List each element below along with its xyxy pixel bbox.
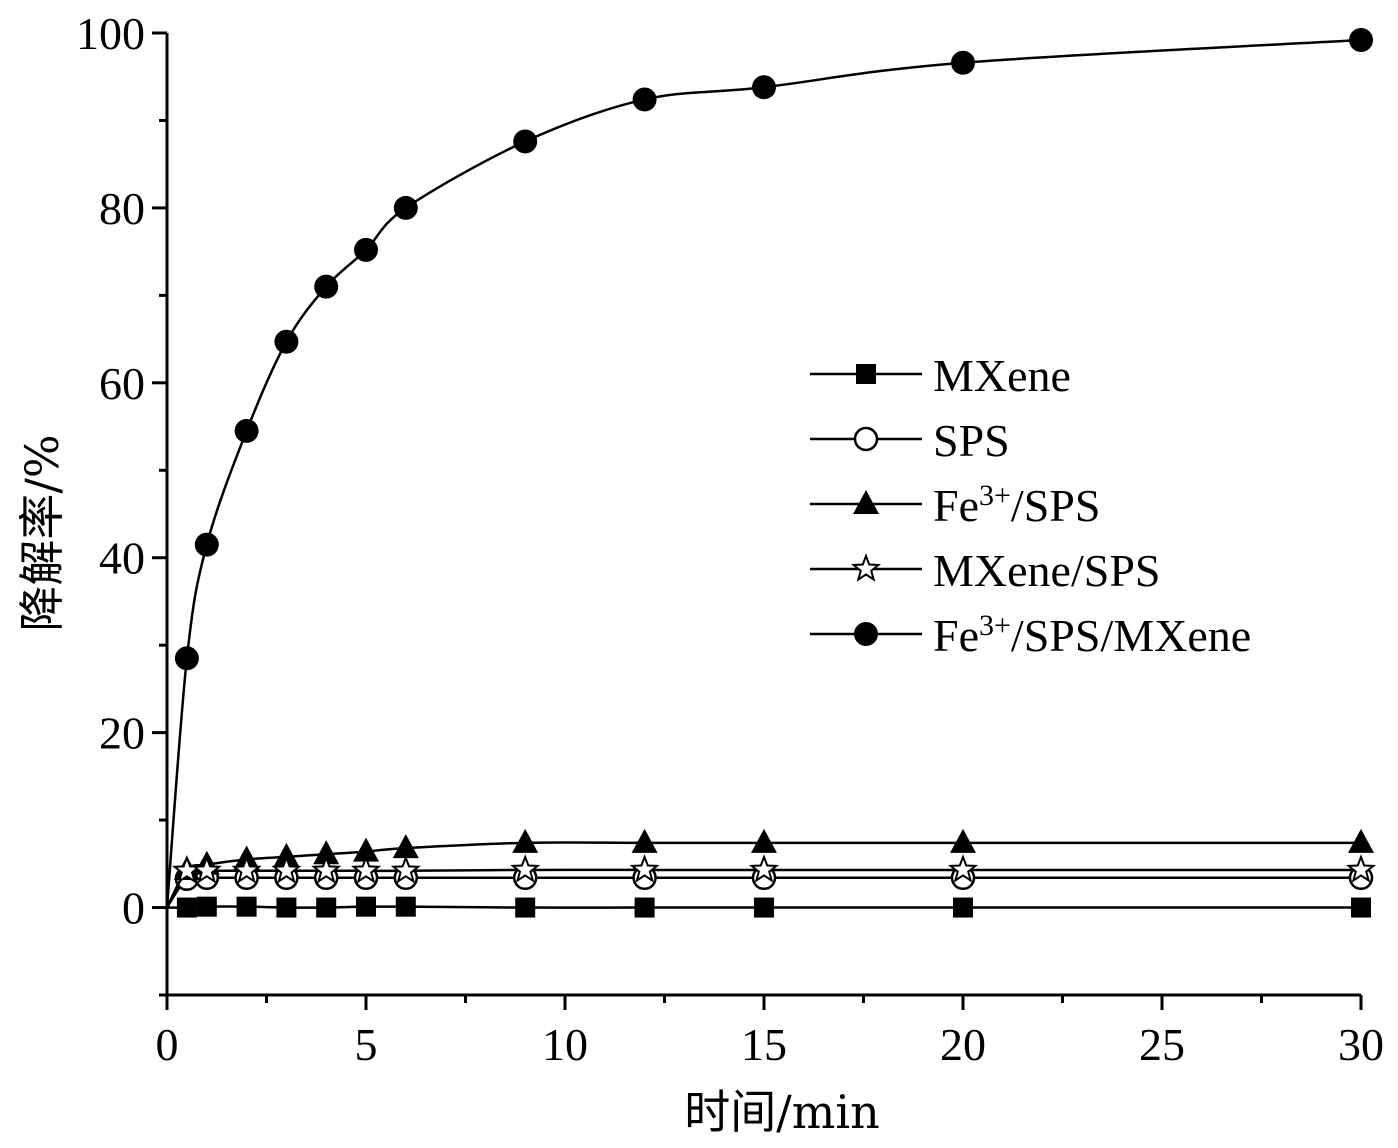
- y-tick-label: 20: [99, 708, 145, 759]
- data-point: [316, 897, 337, 918]
- legend: MXene SPS Fe3+/SPS MXene/SPS Fe3+/SPS/MXene: [810, 350, 1251, 661]
- x-axis-title: 时间/min: [684, 1085, 879, 1139]
- series-line: [165, 866, 1361, 909]
- data-point: [631, 828, 658, 853]
- y-tick-label: 80: [99, 183, 145, 234]
- data-point: [176, 897, 197, 918]
- data-point: [353, 837, 379, 862]
- legend-marker: [853, 426, 879, 452]
- x-tick-label: 10: [542, 1019, 588, 1070]
- y-tick-label: 0: [122, 883, 145, 934]
- data-point: [311, 854, 342, 884]
- legend-entry: Fe3+/SPS: [810, 479, 1100, 531]
- data-point: [951, 50, 975, 75]
- data-point: [234, 418, 259, 443]
- legend-label: Fe3+/SPS: [933, 479, 1100, 531]
- x-tick-label: 25: [1139, 1019, 1185, 1070]
- x-tick-label: 0: [156, 1019, 179, 1070]
- legend-marker: [854, 622, 878, 646]
- data-point: [950, 828, 976, 853]
- data-point: [395, 896, 416, 917]
- series-4: [165, 854, 1377, 909]
- data-point: [752, 75, 776, 100]
- y-tick-label: 100: [76, 8, 145, 59]
- x-tick-label: 5: [355, 1019, 378, 1070]
- data-point: [632, 87, 657, 112]
- series-5: [165, 27, 1373, 908]
- series-group: [165, 27, 1377, 918]
- legend-marker: [856, 364, 876, 384]
- data-point: [356, 896, 376, 917]
- legend-entry: SPS: [810, 415, 1010, 466]
- data-point: [313, 840, 340, 865]
- data-point: [231, 854, 262, 884]
- legend-marker: [850, 553, 882, 582]
- data-point: [1345, 854, 1377, 883]
- data-point: [274, 329, 299, 354]
- data-point: [754, 897, 774, 918]
- y-tick-label: 40: [99, 533, 145, 584]
- data-point: [947, 854, 979, 883]
- legend-entry: MXene: [810, 350, 1071, 401]
- legend-marker: [853, 490, 879, 514]
- data-point: [393, 195, 418, 220]
- x-tick-label: 20: [940, 1019, 986, 1070]
- data-point: [748, 854, 780, 883]
- x-tick-label: 15: [741, 1019, 787, 1070]
- x-tick-label: 30: [1338, 1019, 1384, 1070]
- series-line: [165, 875, 1361, 909]
- data-point: [1351, 897, 1371, 918]
- y-axis: 0 20 40 60 80 100: [76, 8, 167, 997]
- x-axis: 0 5 10 15 20 25 30: [156, 995, 1384, 1070]
- data-point: [510, 854, 541, 883]
- data-point: [196, 896, 217, 917]
- data-point: [194, 532, 219, 557]
- data-point: [634, 897, 655, 918]
- data-point: [354, 237, 378, 262]
- series-line: [166, 905, 1361, 909]
- legend-entry: MXene/SPS: [810, 545, 1160, 596]
- data-point: [174, 646, 199, 671]
- data-point: [271, 854, 302, 884]
- data-point: [350, 854, 382, 884]
- series-1: [166, 896, 1371, 918]
- legend-label: Fe3+/SPS/MXene: [933, 609, 1251, 661]
- data-point: [512, 828, 539, 853]
- data-point: [515, 897, 536, 918]
- data-point: [513, 129, 538, 154]
- data-point: [273, 842, 300, 867]
- data-point: [314, 274, 339, 299]
- data-point: [392, 834, 419, 859]
- data-point: [191, 854, 222, 884]
- data-point: [276, 897, 297, 918]
- series-line: [165, 841, 1361, 909]
- data-point: [1349, 27, 1373, 52]
- legend-label: MXene: [933, 350, 1071, 401]
- data-point: [1348, 828, 1374, 853]
- series-line: [165, 38, 1362, 908]
- legend-label: MXene/SPS: [933, 545, 1160, 596]
- data-point: [236, 896, 257, 917]
- legend-entry: Fe3+/SPS/MXene: [810, 609, 1251, 661]
- data-point: [629, 854, 660, 883]
- data-point: [751, 828, 777, 853]
- legend-label: SPS: [933, 415, 1010, 466]
- data-point: [390, 854, 421, 884]
- y-axis-title: 降解率/%: [15, 434, 69, 631]
- data-point: [953, 897, 973, 918]
- y-tick-label: 60: [99, 358, 145, 409]
